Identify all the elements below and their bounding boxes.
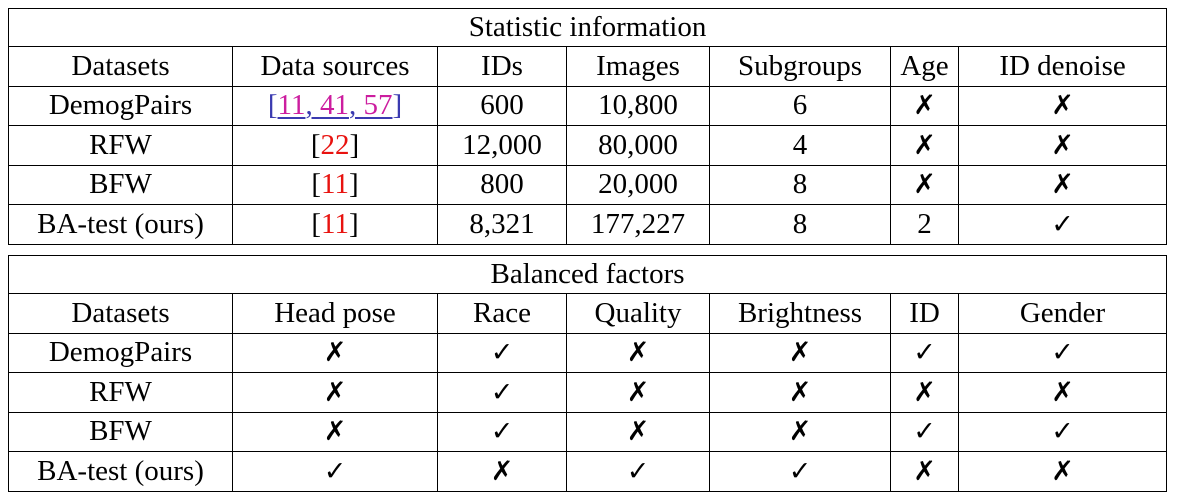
cross-icon: ✗ <box>709 332 891 373</box>
dataset-name: BA-test (ours) <box>8 204 233 245</box>
header-ids: IDs <box>437 46 567 87</box>
header-gender: Gender <box>957 293 1168 334</box>
table-row: RFW ✗ ✓ ✗ ✗ ✗ ✗ <box>8 372 1168 413</box>
header-head-pose: Head pose <box>232 293 438 334</box>
header-age: Age <box>890 46 959 87</box>
citation-link[interactable]: 22 <box>320 128 350 161</box>
cross-icon: ✗ <box>232 372 438 413</box>
check-icon: ✓ <box>437 411 567 452</box>
images-cell: 80,000 <box>566 125 710 166</box>
cross-icon: ✗ <box>566 332 710 373</box>
check-icon: ✓ <box>890 332 959 373</box>
dataset-name: DemogPairs <box>8 85 233 126</box>
cross-icon: ✗ <box>890 125 959 166</box>
header-datasets: Datasets <box>8 293 233 334</box>
table-row: BFW ✗ ✓ ✗ ✗ ✓ ✓ <box>8 411 1168 452</box>
cross-icon: ✗ <box>890 164 959 205</box>
header-quality: Quality <box>566 293 710 334</box>
age-cell: 2 <box>890 204 959 245</box>
dataset-name: RFW <box>8 125 233 166</box>
cross-icon: ✗ <box>437 451 567 492</box>
dataset-name: BFW <box>8 164 233 205</box>
header-id-denoise: ID denoise <box>957 46 1168 87</box>
header-images: Images <box>566 46 710 87</box>
table2-title: Balanced factors <box>7 255 1168 294</box>
cross-icon: ✗ <box>232 332 438 373</box>
ids-cell: 8,321 <box>437 204 567 245</box>
cross-icon: ✗ <box>957 85 1168 126</box>
subgroups-cell: 8 <box>709 164 891 205</box>
images-cell: 20,000 <box>566 164 710 205</box>
citation-link[interactable]: 11 <box>321 168 349 201</box>
check-icon: ✓ <box>890 411 959 452</box>
cross-icon: ✗ <box>709 411 891 452</box>
data-sources-cell: [11, 41, 57] <box>232 85 438 126</box>
data-sources-cell: [11] <box>232 204 438 245</box>
subgroups-cell: 8 <box>709 204 891 245</box>
table1-header-row: Datasets Data sources IDs Images Subgrou… <box>8 46 1168 87</box>
check-icon: ✓ <box>232 451 438 492</box>
citation-link[interactable]: 11 <box>321 207 349 240</box>
ids-cell: 12,000 <box>437 125 567 166</box>
table-row: BFW [11] 800 20,000 8 ✗ ✗ <box>8 164 1168 205</box>
data-sources-cell: [22] <box>232 125 438 166</box>
header-race: Race <box>437 293 567 334</box>
table-row: DemogPairs [11, 41, 57] 600 10,800 6 ✗ ✗ <box>8 85 1168 126</box>
dataset-name: DemogPairs <box>8 332 233 373</box>
dataset-name: RFW <box>8 372 233 413</box>
ids-cell: 600 <box>437 85 567 126</box>
ids-cell: 800 <box>437 164 567 205</box>
table-row: RFW [22] 12,000 80,000 4 ✗ ✗ <box>8 125 1168 166</box>
table-row: BA-test (ours) ✓ ✗ ✓ ✓ ✗ ✗ <box>8 451 1168 492</box>
subgroups-cell: 4 <box>709 125 891 166</box>
statistic-information-table: Statistic information Datasets Data sour… <box>7 8 1168 245</box>
header-id: ID <box>890 293 959 334</box>
dataset-name: BA-test (ours) <box>8 451 233 492</box>
check-icon: ✓ <box>437 332 567 373</box>
citation-link[interactable]: 11 <box>277 89 306 122</box>
cross-icon: ✗ <box>957 451 1168 492</box>
cross-icon: ✗ <box>566 411 710 452</box>
table-row: BA-test (ours) [11] 8,321 177,227 8 2 ✓ <box>8 204 1168 245</box>
images-cell: 177,227 <box>566 204 710 245</box>
cross-icon: ✗ <box>232 411 438 452</box>
check-icon: ✓ <box>566 451 710 492</box>
header-datasets: Datasets <box>8 46 233 87</box>
check-icon: ✓ <box>957 332 1168 373</box>
citation-link[interactable]: 57 <box>363 89 393 122</box>
cross-icon: ✗ <box>890 85 959 126</box>
subgroups-cell: 6 <box>709 85 891 126</box>
cross-icon: ✗ <box>566 372 710 413</box>
check-icon: ✓ <box>437 372 567 413</box>
cross-icon: ✗ <box>890 451 959 492</box>
header-brightness: Brightness <box>709 293 891 334</box>
citation-link[interactable]: 41 <box>319 89 349 122</box>
images-cell: 10,800 <box>566 85 710 126</box>
balanced-factors-table: Balanced factors Datasets Head pose Race… <box>7 255 1168 492</box>
check-icon: ✓ <box>709 451 891 492</box>
header-data-sources: Data sources <box>232 46 438 87</box>
data-sources-cell: [11] <box>232 164 438 205</box>
header-subgroups: Subgroups <box>709 46 891 87</box>
table2-header-row: Datasets Head pose Race Quality Brightne… <box>8 293 1168 334</box>
cross-icon: ✗ <box>709 372 891 413</box>
cross-icon: ✗ <box>957 372 1168 413</box>
check-icon: ✓ <box>957 204 1168 245</box>
cross-icon: ✗ <box>957 164 1168 205</box>
dataset-name: BFW <box>8 411 233 452</box>
check-icon: ✓ <box>957 411 1168 452</box>
cross-icon: ✗ <box>890 372 959 413</box>
table-row: DemogPairs ✗ ✓ ✗ ✗ ✓ ✓ <box>8 332 1168 373</box>
cross-icon: ✗ <box>957 125 1168 166</box>
table1-title: Statistic information <box>7 8 1168 47</box>
